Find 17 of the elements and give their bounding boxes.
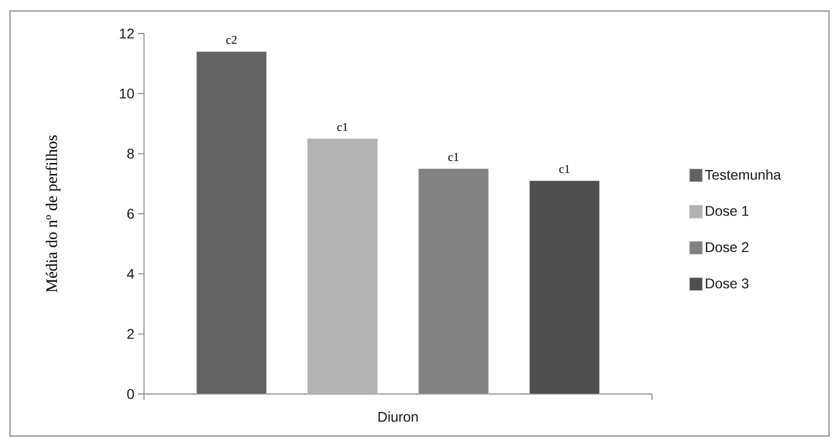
data-label: c1 <box>559 165 570 174</box>
y-tick-label: 2 <box>127 329 134 339</box>
legend-label: Dose 3 <box>706 278 748 288</box>
y-tick-label: 6 <box>127 208 134 219</box>
y-axis-title: Média do nº de perfilhos <box>46 135 60 292</box>
data-label: c1 <box>448 153 458 162</box>
data-label: c1 <box>337 122 348 132</box>
legend-label: Dose 2 <box>706 242 748 252</box>
y-tick-label: 10 <box>120 88 134 99</box>
y-tick-label: 0 <box>127 389 134 399</box>
y-tick-label: 8 <box>127 148 134 159</box>
legend-label: Dose 1 <box>706 206 748 216</box>
x-tick-label: Diuron <box>378 412 418 422</box>
y-tick-label: 4 <box>127 269 134 279</box>
legend-label: Testemunha <box>705 169 782 180</box>
y-tick-label: 12 <box>120 28 134 38</box>
data-label: c2 <box>226 36 237 44</box>
